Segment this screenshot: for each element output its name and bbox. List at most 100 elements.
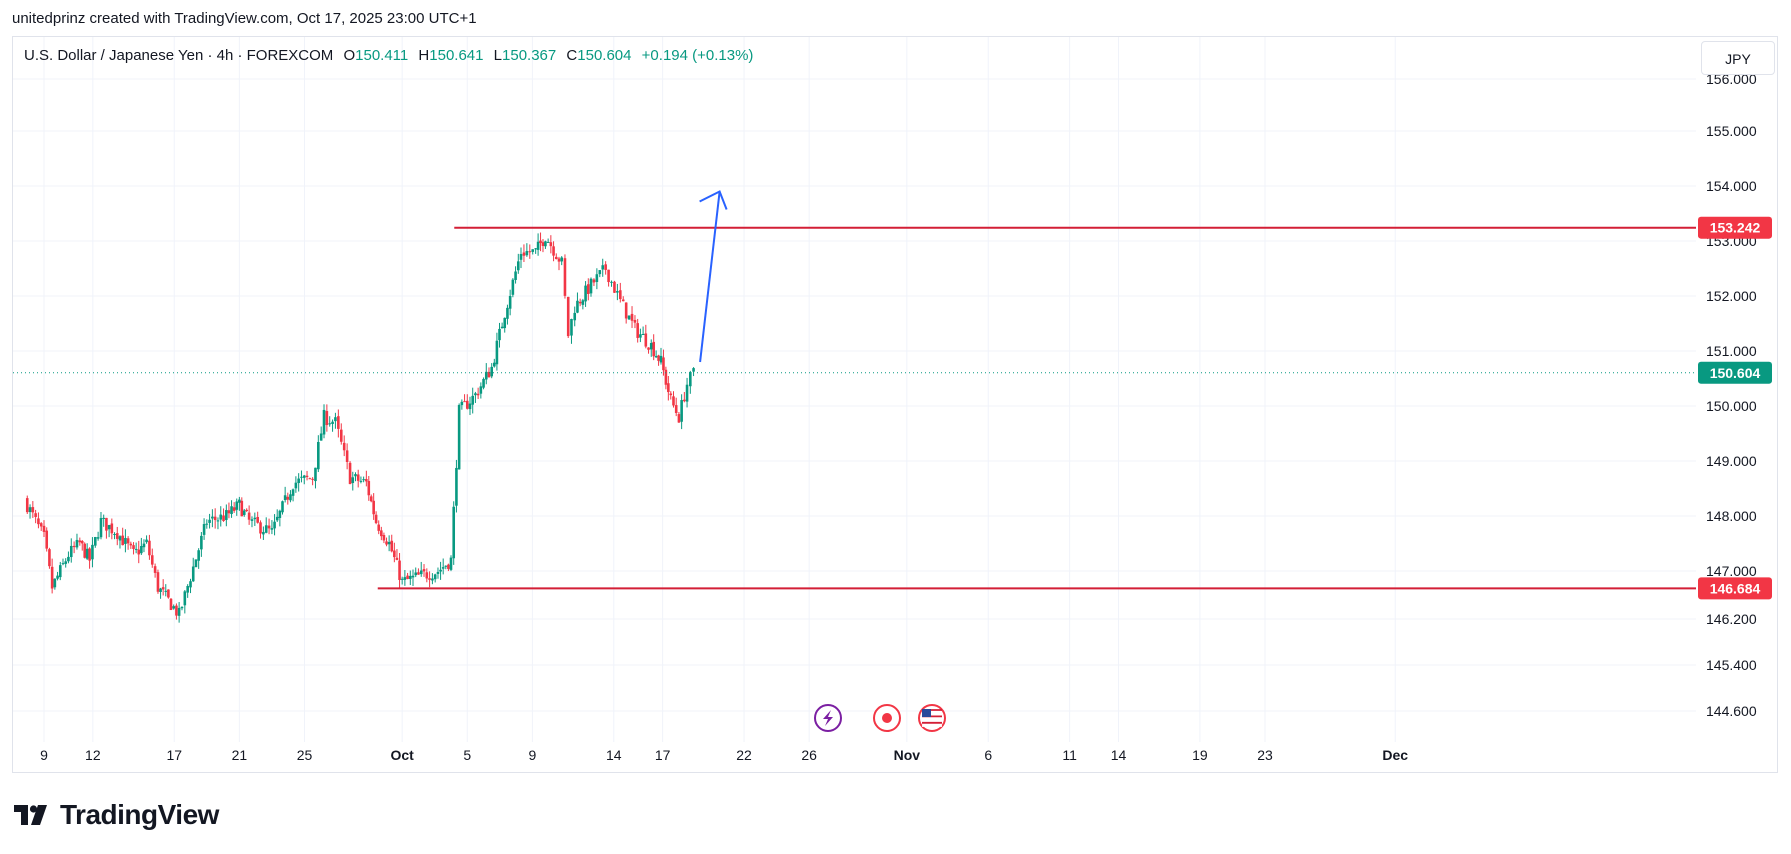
candle-body	[689, 372, 692, 387]
open-label: O	[343, 47, 356, 64]
candle-body	[351, 477, 355, 484]
candle-body	[345, 450, 349, 462]
trend-arrow-head	[699, 190, 728, 210]
y-tick-label: 149.000	[1706, 453, 1757, 469]
candle-body	[414, 572, 418, 576]
candle-body	[132, 545, 135, 549]
candle-body	[96, 537, 100, 539]
candle-body	[202, 524, 206, 535]
candle-body	[69, 545, 73, 558]
candle-body	[300, 476, 303, 478]
candle-body	[403, 577, 407, 580]
candle-body	[484, 371, 488, 380]
candle-body	[140, 546, 143, 554]
candle-body	[474, 393, 477, 396]
us-flag-event-icon[interactable]	[918, 704, 946, 732]
candle-body	[393, 550, 396, 558]
symbol-title[interactable]: U.S. Dollar / Japanese Yen · 4h · FOREXC…	[24, 47, 334, 64]
candle-body	[409, 575, 412, 579]
candle-body	[61, 563, 65, 565]
price-label-badge	[1698, 577, 1772, 600]
y-tick-label: 155.000	[1706, 123, 1757, 139]
candle-body	[586, 284, 590, 294]
tradingview-brand-text: TradingView	[60, 799, 219, 830]
candle-body	[566, 296, 570, 337]
candle-body	[331, 421, 334, 425]
x-tick-label: 17	[166, 747, 182, 763]
candle-body	[395, 557, 399, 560]
candle-body	[581, 300, 585, 305]
y-tick-label: 146.200	[1706, 611, 1757, 627]
candle-body	[525, 251, 529, 256]
x-tick-label: 6	[984, 747, 992, 763]
candle-body	[683, 399, 686, 402]
candle-body	[662, 357, 665, 371]
candle-body	[633, 319, 637, 323]
candle-body	[616, 291, 619, 293]
candle-body	[225, 510, 228, 520]
candle-body	[436, 571, 440, 574]
candle-body	[273, 521, 276, 529]
candle-body	[374, 514, 378, 524]
candle-body	[247, 512, 251, 520]
candle-body	[528, 251, 532, 253]
candle-body	[180, 606, 184, 609]
candle-body	[85, 548, 89, 559]
x-tick-label: Dec	[1382, 747, 1408, 763]
candle-body	[161, 587, 165, 590]
candle-body	[267, 525, 271, 529]
candle-body	[334, 417, 337, 422]
candle-body	[31, 507, 35, 513]
candle-body	[672, 396, 675, 406]
candle-body	[630, 313, 634, 321]
candle-body	[197, 550, 200, 561]
candle-body	[134, 548, 138, 550]
candle-body	[34, 513, 37, 517]
x-tick-label: 25	[297, 747, 313, 763]
symbol-legend: U.S. Dollar / Japanese Yen · 4h · FOREXC…	[24, 47, 753, 64]
candle-body	[297, 478, 300, 484]
candle-body	[219, 514, 223, 520]
candle-body	[613, 281, 616, 293]
currency-button[interactable]: JPY	[1701, 41, 1775, 75]
candle-body	[99, 518, 103, 538]
candle-body	[549, 242, 553, 247]
candle-body	[28, 507, 32, 513]
candle-body	[216, 520, 220, 522]
y-tick-label: 154.000	[1706, 178, 1757, 194]
candle-body	[126, 538, 130, 544]
candle-body	[627, 315, 631, 320]
candle-body	[39, 523, 43, 527]
candle-body	[649, 343, 653, 350]
candle-body	[150, 555, 154, 565]
candle-body	[183, 591, 187, 606]
candle-body	[544, 241, 547, 247]
candle-body	[250, 519, 254, 521]
candle-body	[536, 241, 540, 250]
close-label: C	[566, 47, 578, 64]
candle-body	[235, 501, 239, 510]
candle-body	[508, 295, 512, 309]
candle-body	[56, 575, 59, 579]
y-tick-label: 145.400	[1706, 657, 1757, 673]
candle-body	[595, 274, 599, 282]
candle-body	[283, 495, 287, 501]
trend-arrow[interactable]	[699, 191, 721, 363]
candle-body	[417, 572, 420, 575]
tradingview-logo[interactable]: TradingView	[14, 799, 219, 830]
candle-body	[167, 589, 170, 598]
candle-body	[115, 533, 119, 539]
candle-body	[621, 299, 625, 302]
close-value: 150.604	[577, 47, 632, 64]
candle-body	[598, 270, 602, 275]
candle-body	[311, 478, 314, 480]
chart-frame	[12, 36, 1778, 773]
candle-body	[400, 578, 404, 580]
candle-body	[557, 258, 561, 262]
candle-body	[398, 560, 401, 580]
candle-body	[607, 269, 610, 283]
candle-body	[552, 246, 555, 256]
candle-body	[487, 371, 491, 378]
price-label-badge	[1698, 361, 1772, 384]
